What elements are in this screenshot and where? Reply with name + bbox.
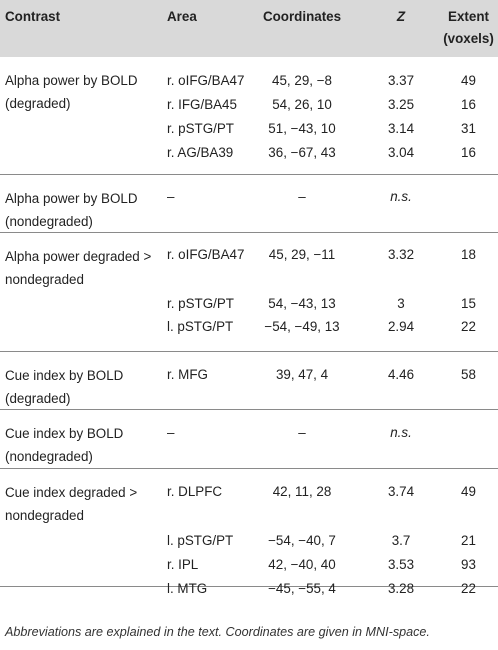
header-extent: Extent bbox=[448, 9, 489, 24]
area-cell: – bbox=[167, 189, 175, 204]
extent-cell: 49 bbox=[461, 73, 476, 88]
table-group: Alpha power by BOLD (degraded) r. oIFG/BA… bbox=[0, 57, 498, 175]
extent-cell: 22 bbox=[461, 581, 476, 596]
header-z: Z bbox=[396, 9, 406, 24]
extent-cell: 22 bbox=[461, 319, 476, 334]
extent-cell: 15 bbox=[461, 296, 476, 311]
z-cell: 3.25 bbox=[387, 97, 415, 112]
header-extent-unit: (voxels) bbox=[443, 31, 494, 46]
coordinates-cell: −54, −49, 13 bbox=[264, 319, 340, 334]
area-cell: r. DLPFC bbox=[167, 484, 223, 499]
area-cell: r. pSTG/PT bbox=[167, 296, 234, 311]
header-area: Area bbox=[167, 9, 197, 24]
extent-cell: 93 bbox=[461, 557, 476, 572]
table-group: Cue index by BOLD (degraded) r. MFG 39, 47… bbox=[0, 352, 498, 410]
contrast-label: Alpha power by BOLD (nondegraded) bbox=[5, 191, 138, 229]
area-cell: r. pSTG/PT bbox=[167, 121, 234, 136]
results-table: Contrast Area Coordinates Z Extent (voxe… bbox=[0, 0, 498, 596]
z-cell: n.s. bbox=[390, 425, 412, 440]
table-body: Alpha power by BOLD (degraded) r. oIFG/BA… bbox=[0, 57, 498, 596]
area-cell: r. IFG/BA45 bbox=[167, 97, 237, 112]
z-cell: 3.37 bbox=[387, 73, 415, 88]
z-cell: 3 bbox=[397, 296, 405, 311]
header-coordinates: Coordinates bbox=[262, 9, 342, 24]
area-cell: l. pSTG/PT bbox=[167, 319, 234, 334]
coordinates-cell: 51, −43, 10 bbox=[268, 121, 336, 136]
coordinates-cell: 39, 47, 4 bbox=[275, 367, 329, 382]
coordinates-cell: 45, 29, −8 bbox=[272, 73, 332, 88]
coordinates-cell: 36, −67, 43 bbox=[268, 145, 336, 160]
table-group: Cue index by BOLD (nondegraded) – – n.s. bbox=[0, 410, 498, 469]
extent-cell: 16 bbox=[461, 97, 476, 112]
coordinates-cell: – bbox=[298, 189, 306, 204]
z-cell: 2.94 bbox=[387, 319, 415, 334]
area-cell: l. pSTG/PT bbox=[167, 533, 234, 548]
z-cell: 3.74 bbox=[387, 484, 415, 499]
z-cell: 3.14 bbox=[387, 121, 415, 136]
table-group: Alpha power degraded > nondegraded r. oIF… bbox=[0, 233, 498, 352]
area-cell: r. oIFG/BA47 bbox=[167, 247, 245, 262]
contrast-label: Cue index by BOLD (degraded) bbox=[5, 368, 124, 406]
coordinates-cell: −45, −55, 4 bbox=[268, 581, 336, 596]
coordinates-cell: 54, −43, 13 bbox=[268, 296, 336, 311]
coordinates-cell: 45, 29, −11 bbox=[268, 247, 336, 262]
area-cell: r. oIFG/BA47 bbox=[167, 73, 245, 88]
z-cell: 3.28 bbox=[387, 581, 415, 596]
table-header: Contrast Area Coordinates Z Extent (voxe… bbox=[0, 0, 498, 57]
table-group: Alpha power by BOLD (nondegraded) – – n.s. bbox=[0, 175, 498, 233]
area-cell: r. IPL bbox=[167, 557, 199, 572]
z-cell: 3.32 bbox=[387, 247, 415, 262]
z-cell: 3.53 bbox=[387, 557, 415, 572]
contrast-label: Alpha power degraded > nondegraded bbox=[5, 249, 152, 287]
coordinates-cell: 54, 26, 10 bbox=[272, 97, 332, 112]
area-cell: – bbox=[167, 425, 175, 440]
coordinates-cell: 42, 11, 28 bbox=[272, 484, 332, 499]
z-cell: 4.46 bbox=[387, 367, 415, 382]
extent-cell: 31 bbox=[461, 121, 476, 136]
z-cell: 3.04 bbox=[387, 145, 415, 160]
extent-cell: 16 bbox=[461, 145, 476, 160]
contrast-label: Cue index by BOLD (nondegraded) bbox=[5, 426, 124, 464]
contrast-label: Cue index degraded > nondegraded bbox=[5, 485, 138, 523]
z-cell: 3.7 bbox=[391, 533, 411, 548]
extent-cell: 18 bbox=[461, 247, 476, 262]
extent-cell: 58 bbox=[461, 367, 476, 382]
table-footnote: Abbreviations are explained in the text.… bbox=[5, 625, 430, 639]
contrast-label: Alpha power by BOLD (degraded) bbox=[5, 73, 138, 111]
extent-cell: 49 bbox=[461, 484, 476, 499]
area-cell: l. MTG bbox=[167, 581, 208, 596]
coordinates-cell: – bbox=[298, 425, 306, 440]
area-cell: r. MFG bbox=[167, 367, 208, 382]
z-cell: n.s. bbox=[390, 189, 412, 204]
extent-cell: 21 bbox=[461, 533, 476, 548]
header-contrast: Contrast bbox=[5, 9, 61, 24]
area-cell: r. AG/BA39 bbox=[167, 145, 234, 160]
table-group: Cue index degraded > nondegraded r. DLPFC… bbox=[0, 469, 498, 596]
coordinates-cell: 42, −40, 40 bbox=[268, 557, 336, 572]
coordinates-cell: −54, −40, 7 bbox=[268, 533, 336, 548]
